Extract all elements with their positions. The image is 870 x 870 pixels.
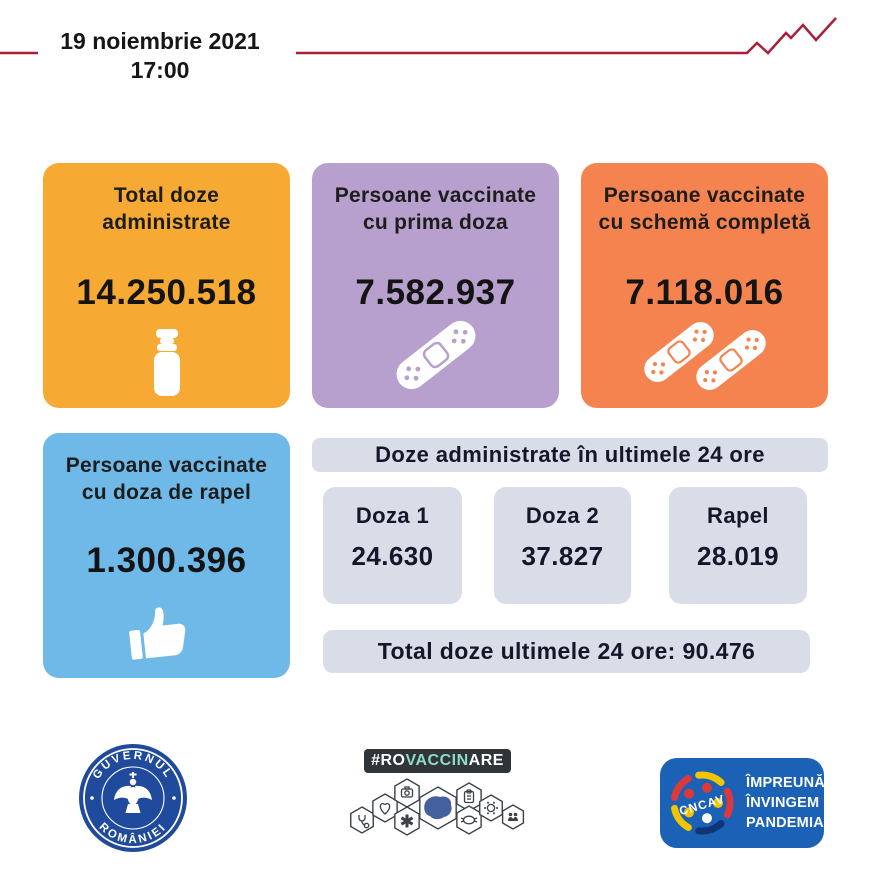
medical-hexagons-graphic xyxy=(345,776,530,852)
bandage-icon xyxy=(396,320,475,390)
hex-heart-icon xyxy=(373,794,397,822)
rovax-highlight: VACCIN xyxy=(405,752,469,769)
hex-firstaid-kit-icon xyxy=(395,779,419,807)
hex-stethoscope-icon xyxy=(351,807,374,833)
dose1-box: Doza 1 24.630 xyxy=(323,487,462,604)
rovax-prefix: #RO xyxy=(371,752,406,769)
card-first-dose-value: 7.582.937 xyxy=(355,273,516,312)
dose2-box: Doza 2 37.827 xyxy=(494,487,631,604)
report-time: 17:00 xyxy=(130,57,190,83)
double-bandage-icon xyxy=(643,322,766,390)
cncav-slogan: ÎMPREUNĂ ÎNVINGEM PANDEMIA xyxy=(746,773,825,833)
cncav-logo: CNCAV ÎMPREUNĂ ÎNVINGEM PANDEMIA xyxy=(660,758,825,848)
hex-virus-icon xyxy=(480,795,503,821)
card-first-dose-title: Persoane vaccinate cu prima doza xyxy=(334,184,537,234)
vial-icon xyxy=(153,329,180,396)
booster-value: 28.019 xyxy=(697,541,779,571)
dose2-value: 37.827 xyxy=(521,541,604,571)
card-total-doses-value: 14.250.518 xyxy=(76,273,257,312)
card-booster-title: Persoane vaccinate cu doza de rapel xyxy=(65,454,268,504)
rovaccinare-logo: #ROVACCINARE xyxy=(345,749,530,854)
cncav-people-ring-icon xyxy=(671,771,734,835)
card-booster: Persoane vaccinate cu doza de rapel 1.30… xyxy=(43,433,290,678)
cncav-slogan-line3: PANDEMIA xyxy=(746,815,824,831)
last24h-total: Total doze ultimele 24 ore: 90.476 xyxy=(323,630,810,673)
last24h-title: Doze administrate în ultimele 24 ore xyxy=(312,438,828,472)
hex-people-icon xyxy=(503,805,524,829)
hex-clipboard-icon xyxy=(457,783,481,811)
booster-label: Rapel xyxy=(707,503,769,528)
hex-mask-icon xyxy=(457,806,481,834)
card-full-schema-title: Persoane vaccinate cu schemă completă xyxy=(598,184,811,234)
dose2-label: Doza 2 xyxy=(525,503,600,528)
hex-romania-map-icon xyxy=(420,787,456,829)
rovax-suffix: ARE xyxy=(468,752,504,769)
cncav-slogan-line2: ÎNVINGEM xyxy=(746,795,820,811)
eagle-emblem-icon xyxy=(114,772,152,813)
rovaccinare-hashtag: #ROVACCINARE xyxy=(364,749,511,773)
card-first-dose: Persoane vaccinate cu prima doza 7.582.9… xyxy=(312,163,559,408)
hex-medical-star-icon xyxy=(395,807,419,835)
report-datetime: 19 noiembrie 2021 17:00 xyxy=(40,27,280,85)
card-full-schema: Persoane vaccinate cu schemă completă 7.… xyxy=(581,163,828,408)
card-full-schema-value: 7.118.016 xyxy=(625,273,784,312)
report-date: 19 noiembrie 2021 xyxy=(60,28,260,54)
booster-box: Rapel 28.019 xyxy=(669,487,807,604)
card-total-doses-title: Total doze administrate xyxy=(102,184,231,234)
government-of-romania-seal: GUVERNUL ROMÂNIEI xyxy=(79,744,187,852)
dose1-label: Doza 1 xyxy=(355,503,430,528)
dose1-value: 24.630 xyxy=(351,541,434,571)
heartbeat-trend-icon xyxy=(0,17,837,55)
card-total-doses: Total doze administrate 14.250.518 xyxy=(43,163,290,408)
card-booster-value: 1.300.396 xyxy=(86,541,247,580)
cncav-slogan-line1: ÎMPREUNĂ xyxy=(746,775,825,791)
thumbs-up-icon xyxy=(128,607,185,660)
